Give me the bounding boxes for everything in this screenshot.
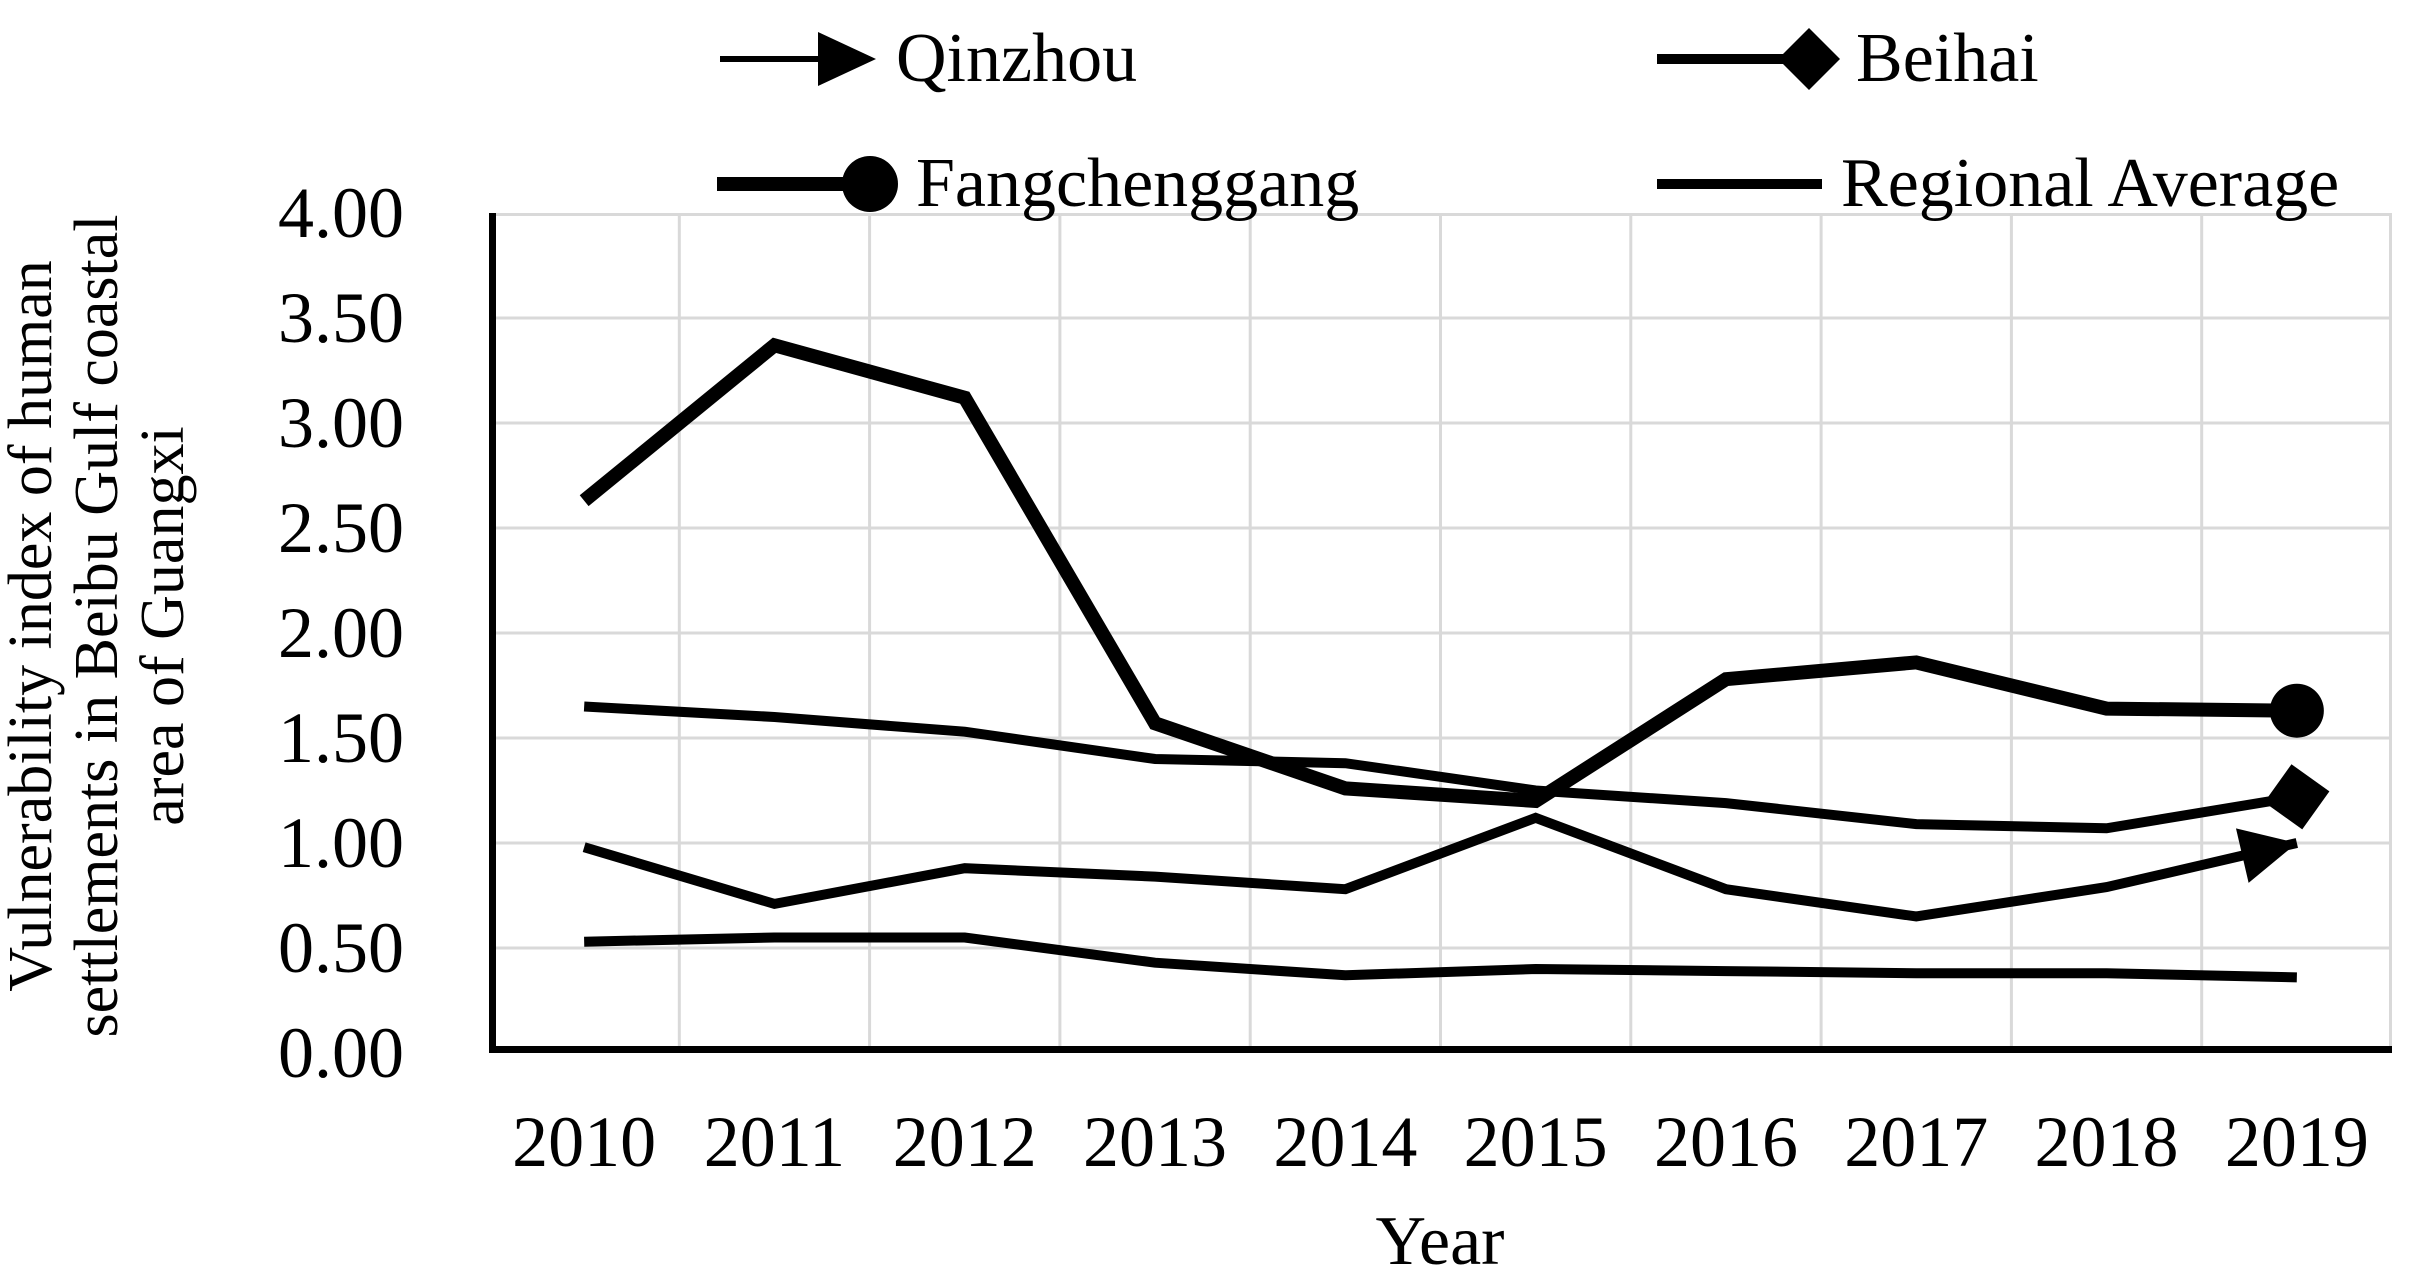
y-tick-label: 1.50 xyxy=(278,698,404,778)
legend-item-qinzhou: Qinzhou xyxy=(712,4,1137,114)
legend-item-fangchenggang: Fangchenggang xyxy=(712,129,1359,239)
x-tick-label: 2014 xyxy=(1273,1102,1418,1182)
x-tick-label: 2017 xyxy=(1844,1102,1989,1182)
y-tick-label: 3.00 xyxy=(278,383,404,463)
x-tick-label: 2019 xyxy=(2224,1102,2369,1182)
series-marker-circle xyxy=(2269,683,2324,738)
series-line-beihai xyxy=(583,701,2298,834)
series-marker-arrow xyxy=(2235,828,2297,883)
legend-label-beihai: Beihai xyxy=(1856,20,2039,97)
y-tick-label: 0.00 xyxy=(278,1013,404,1093)
line-marker-icon xyxy=(1657,179,1822,189)
arrow-marker-icon xyxy=(720,32,876,86)
x-tick-label: 2018 xyxy=(2034,1102,2179,1182)
circle-marker-icon xyxy=(717,156,898,212)
x-tick-label: 2013 xyxy=(1083,1102,1228,1182)
legend-item-regional-average: Regional Average xyxy=(1652,129,2339,239)
series-marker-diamond xyxy=(2264,764,2330,830)
y-axis-title-line: Vulnerability index of human xyxy=(0,260,65,992)
x-tick-label: 2010 xyxy=(512,1102,657,1182)
y-tick-label: 3.50 xyxy=(278,278,404,358)
y-axis-title-line: settlements in Beibu Gulf coastal xyxy=(63,214,131,1038)
legend-label-fangchenggang: Fangchenggang xyxy=(916,145,1360,222)
y-tick-label: 0.50 xyxy=(278,908,404,988)
y-tick-label: 2.00 xyxy=(278,593,404,673)
y-tick-label: 1.00 xyxy=(278,803,404,883)
legend-label-qinzhou: Qinzhou xyxy=(896,20,1138,97)
series-line-qinzhou xyxy=(582,812,2298,922)
plot-area xyxy=(489,213,2392,1053)
y-tick-label: 4.00 xyxy=(278,173,404,253)
x-tick-label: 2015 xyxy=(1463,1102,1608,1182)
series-line-regional-average xyxy=(584,932,2297,983)
x-axis-title: Year xyxy=(1375,1203,1505,1280)
y-tick-label: 2.50 xyxy=(278,488,404,568)
x-tick-label: 2016 xyxy=(1653,1102,1798,1182)
series-line-fangchenggang xyxy=(579,337,2297,809)
diamond-marker-icon xyxy=(1657,28,1840,90)
legend-label-regional-average: Regional Average xyxy=(1841,145,2340,222)
x-tick-label: 2011 xyxy=(703,1102,846,1182)
x-tick-label: 2012 xyxy=(892,1102,1037,1182)
legend-item-beihai: Beihai xyxy=(1652,4,2039,114)
